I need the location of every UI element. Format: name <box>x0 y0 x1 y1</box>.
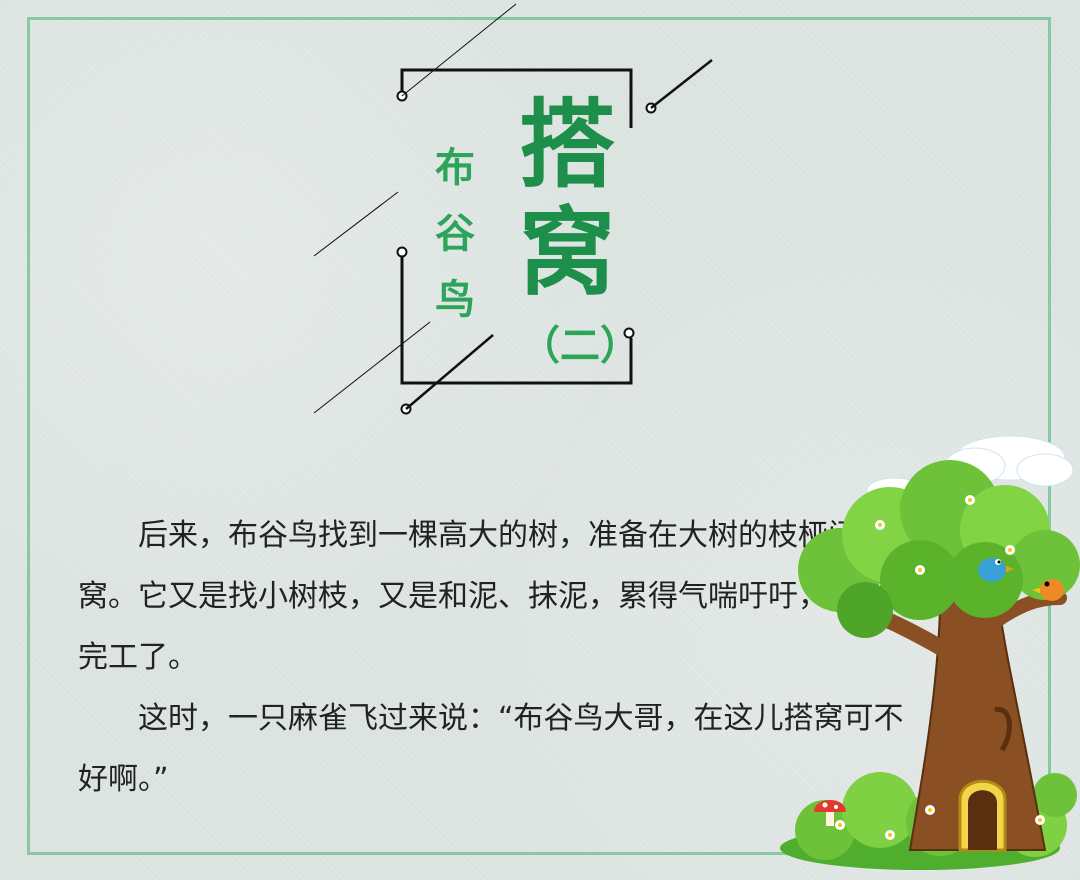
red-mushroom-icon <box>814 800 846 826</box>
title-side-char-2: 谷 <box>435 211 475 257</box>
title-part: （二） <box>520 323 640 369</box>
blue-bird-icon <box>978 558 1014 582</box>
bracket-bottom <box>400 252 633 385</box>
cartoon-tree-house-icon <box>780 435 1080 870</box>
title-side-char-3: 鸟 <box>435 277 475 323</box>
story-text: 后来，布谷鸟找到一棵高大的树，准备在大树的枝桠间搭窝。它又是找小树枝，又是和泥、… <box>78 505 928 810</box>
story-paragraph-1: 后来，布谷鸟找到一棵高大的树，准备在大树的枝桠间搭窝。它又是找小树枝，又是和泥、… <box>78 518 918 675</box>
orange-bird-icon <box>1032 579 1064 601</box>
page-border <box>27 17 1051 855</box>
line-4 <box>313 321 431 414</box>
node-mid-left <box>396 246 408 258</box>
line-3 <box>313 191 399 257</box>
title-main-char-1: 搭 <box>519 89 615 201</box>
bracket-top <box>400 68 633 128</box>
line-5 <box>405 334 494 410</box>
title-side-char-1: 布 <box>435 145 475 191</box>
line-1 <box>401 3 517 97</box>
line-2 <box>650 59 713 109</box>
story-paragraph-2: 这时，一只麻雀飞过来说：“布谷鸟大哥，在这儿搭窝可不好啊。” <box>78 701 904 797</box>
node-mid-right <box>623 327 635 339</box>
title-main-char-2: 窝 <box>519 197 615 309</box>
